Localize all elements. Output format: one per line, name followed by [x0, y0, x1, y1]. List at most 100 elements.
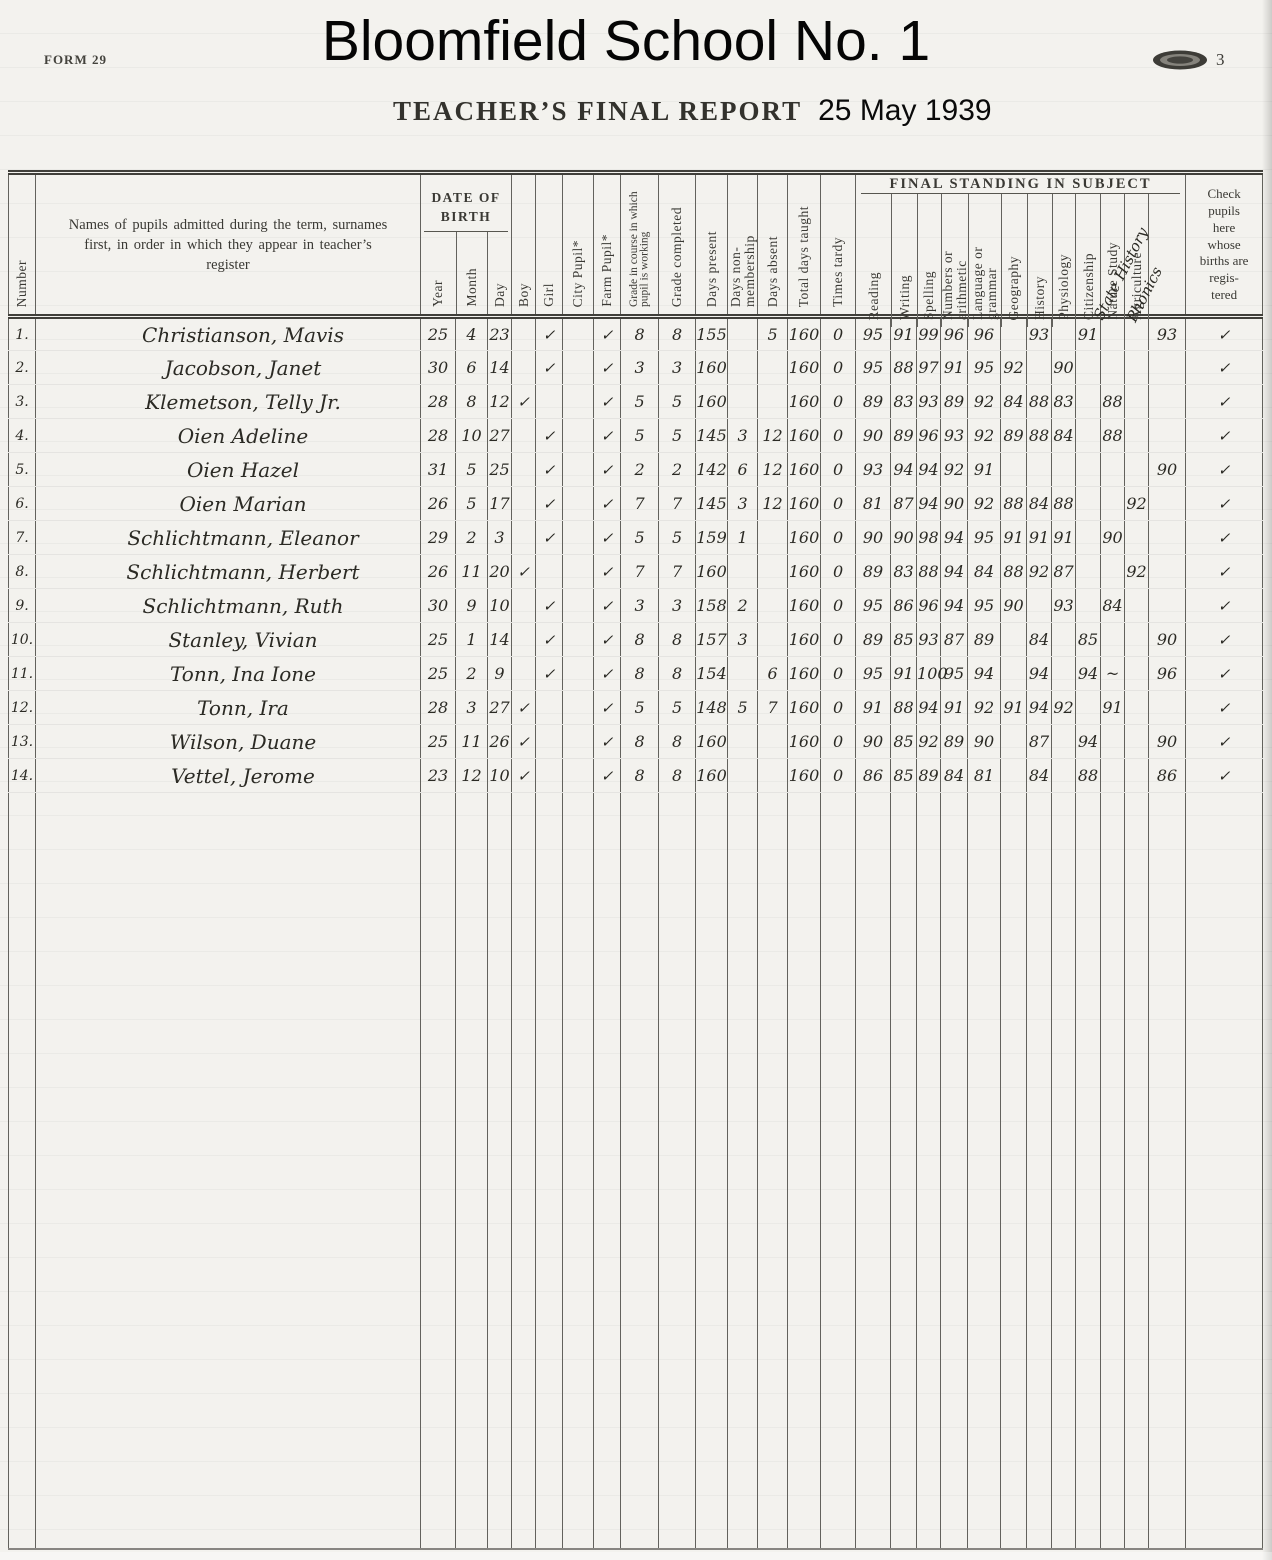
cell-grade-working: 8 [620, 316, 659, 351]
cell-phonics: 90 [1148, 622, 1186, 657]
cell-boy-check [511, 656, 536, 691]
cell-writing: 91 [890, 316, 917, 351]
cell-state-history: 92 [1124, 486, 1149, 521]
cell-writing: 86 [890, 588, 917, 623]
cell-nature-study [1100, 724, 1125, 759]
cell-times-tardy: 0 [820, 758, 856, 793]
cell-numbers: 94 [940, 520, 968, 555]
cell-times-tardy: 0 [820, 384, 856, 419]
cell-days-nonmembership [727, 554, 758, 589]
cell-spelling: 88 [916, 554, 941, 589]
cell-days-present: 160 [695, 350, 728, 385]
cell-language: 92 [967, 384, 1001, 419]
empty-grid-cell [35, 792, 421, 1550]
cell-physiology [1051, 758, 1076, 793]
col-header-grade-working: Grade in course in which pupil is workin… [620, 172, 659, 319]
cell-city-pupil-check [562, 588, 594, 623]
cell-farm-pupil-check: ✓ [593, 418, 621, 453]
table-row: 3. Klemetson, Telly Jr. 28 8 12 ✓ ✓ 5 5 … [8, 384, 1263, 419]
cell-physiology: 84 [1051, 418, 1076, 453]
cell-pupil-name: Oien Hazel [35, 452, 421, 487]
cell-nature-study [1100, 758, 1125, 793]
cell-birth-day: 10 [486, 758, 512, 793]
cell-row-number: 6. [8, 486, 36, 521]
col-header-days-nonmembership: Days non-membership [727, 172, 758, 319]
cell-times-tardy: 0 [820, 724, 856, 759]
cell-days-nonmembership [727, 724, 758, 759]
cell-numbers: 93 [940, 418, 968, 453]
cell-physiology [1051, 724, 1076, 759]
cell-citizenship [1075, 350, 1101, 385]
col-header-names: Names of pupils admitted during the term… [35, 172, 421, 319]
cell-spelling: 94 [916, 690, 941, 725]
cell-reading: 95 [855, 350, 891, 385]
cell-days-present: 145 [695, 486, 728, 521]
col-header-language: Language or grammar [967, 194, 1001, 327]
cell-birth-month: 2 [455, 656, 488, 691]
cell-times-tardy: 0 [820, 520, 856, 555]
cell-language: 94 [967, 656, 1001, 691]
cell-city-pupil-check [562, 622, 594, 657]
cell-farm-pupil-check: ✓ [593, 588, 621, 623]
cell-numbers: 90 [940, 486, 968, 521]
cell-birth-year: 25 [420, 656, 456, 691]
cell-birth-day: 25 [486, 452, 512, 487]
empty-grid-cell [562, 792, 594, 1550]
cell-history: 84 [1026, 758, 1052, 793]
col-header-year: Year [430, 280, 446, 307]
cell-days-absent [757, 622, 788, 657]
cell-birth-month: 8 [455, 384, 488, 419]
cell-birth-year: 25 [420, 316, 456, 351]
cell-history [1026, 588, 1052, 623]
cell-citizenship [1075, 588, 1101, 623]
cell-row-number: 2. [8, 350, 36, 385]
col-header-month: Month [455, 232, 488, 314]
cell-reading: 81 [855, 486, 891, 521]
cell-state-history [1124, 622, 1149, 657]
cell-birth-registered-check: ✓ [1185, 384, 1263, 419]
empty-grid-cell [890, 792, 917, 1550]
cell-birth-registered-check: ✓ [1185, 554, 1263, 589]
col-header-citizenship: Citizenship [1075, 194, 1100, 327]
cell-reading: 91 [855, 690, 891, 725]
cell-history: 93 [1026, 316, 1052, 351]
empty-grid-cell [511, 792, 536, 1550]
cell-city-pupil-check [562, 384, 594, 419]
cell-days-nonmembership: 6 [727, 452, 758, 487]
cell-writing: 94 [890, 452, 917, 487]
form-number-label: FORM 29 [44, 52, 107, 67]
cell-birth-registered-check: ✓ [1185, 656, 1263, 691]
cell-geography [1000, 452, 1027, 487]
cell-reading: 95 [855, 316, 891, 351]
empty-grid-cell [916, 792, 941, 1550]
cell-writing: 85 [890, 622, 917, 657]
cell-geography [1000, 724, 1027, 759]
cell-birth-day: 10 [486, 588, 512, 623]
cell-birth-day: 27 [486, 690, 512, 725]
cell-numbers: 92 [940, 452, 968, 487]
cell-reading: 90 [855, 418, 891, 453]
cell-total-days: 160 [787, 384, 821, 419]
cell-nature-study: 88 [1100, 384, 1125, 419]
cell-language: 84 [967, 554, 1001, 589]
cell-nature-study [1100, 554, 1125, 589]
cell-phonics: 96 [1148, 656, 1186, 691]
cell-birth-year: 25 [420, 724, 456, 759]
cell-days-present: 160 [695, 554, 728, 589]
col-header-physiology: Physiology [1051, 194, 1076, 327]
cell-days-absent [757, 554, 788, 589]
cell-physiology: 83 [1051, 384, 1076, 419]
cell-grade-completed: 5 [658, 418, 696, 453]
cell-grade-completed: 3 [658, 588, 696, 623]
cell-row-number: 1. [8, 316, 36, 351]
cell-total-days: 160 [787, 758, 821, 793]
cell-spelling: 97 [916, 350, 941, 385]
cell-boy-check: ✓ [511, 758, 536, 793]
cell-history: 84 [1026, 486, 1052, 521]
cell-pupil-name: Schlichtmann, Ruth [35, 588, 421, 623]
cell-nature-study [1100, 350, 1125, 385]
cell-days-absent [757, 758, 788, 793]
table-row: 10. Stanley, Vivian 25 1 14 ✓ ✓ 8 8 157 … [8, 622, 1263, 657]
cell-pupil-name: Oien Adeline [35, 418, 421, 453]
col-header-nature-study: Nature Study [1100, 194, 1124, 327]
